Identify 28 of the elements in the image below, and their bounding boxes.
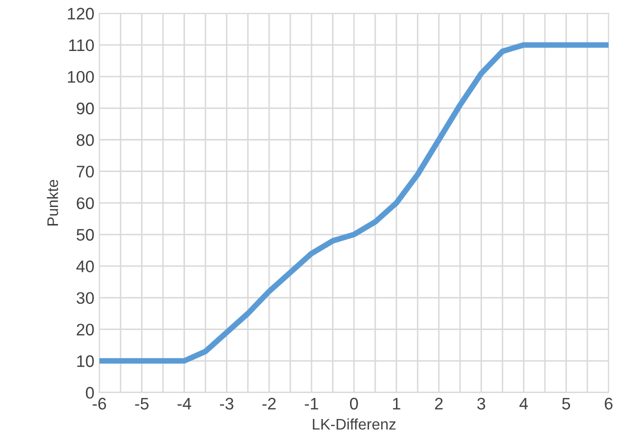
x-tick-label: 0 <box>350 398 358 410</box>
x-tick-label: 5 <box>562 398 570 410</box>
x-tick-label: 1 <box>393 398 400 410</box>
x-tick-label: 3 <box>477 398 486 410</box>
y-tick-label: 70 <box>76 166 94 178</box>
x-tick-label: -4 <box>178 398 192 410</box>
y-tick-label: 110 <box>69 39 94 52</box>
x-tick-label: 2 <box>435 398 443 410</box>
x-tick-label: 6 <box>604 398 612 410</box>
x-axis-title: LK-Differenz <box>312 418 396 430</box>
y-tick-label: 30 <box>76 292 94 304</box>
y-tick-label: 20 <box>76 324 94 336</box>
x-tick-label: -5 <box>135 398 149 410</box>
y-tick-label: 80 <box>76 134 94 146</box>
y-tick-label: 0 <box>86 386 94 399</box>
y-tick-label: 60 <box>76 197 94 210</box>
y-tick-label: 50 <box>76 228 94 241</box>
x-tick-label: -2 <box>262 398 276 410</box>
y-tick-label: 40 <box>76 260 94 272</box>
x-tick-label: -1 <box>304 398 318 410</box>
x-tick-label: -6 <box>92 398 106 410</box>
y-axis-title: Punkte <box>46 180 58 226</box>
y-tick-label: 100 <box>68 70 94 83</box>
y-tick-label: 120 <box>68 8 94 20</box>
x-tick-label: 4 <box>519 398 528 410</box>
x-tick-label: -3 <box>220 398 234 410</box>
y-tick-label: 90 <box>76 102 94 114</box>
y-tick-label: 10 <box>77 355 94 368</box>
